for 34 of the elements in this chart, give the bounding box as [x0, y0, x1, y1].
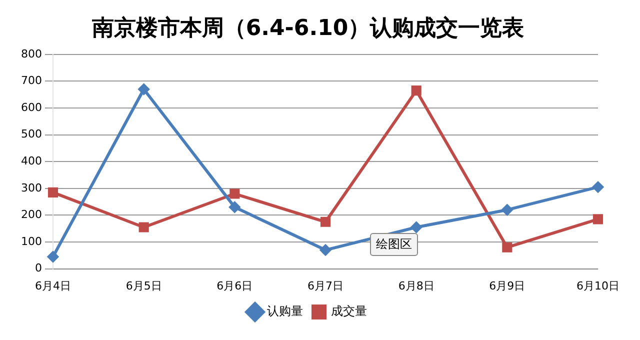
x-tick-label: 6月10日: [576, 279, 620, 292]
point: [410, 222, 422, 233]
x-tick-label: 6月5日: [126, 279, 162, 292]
x-tick-label: 6月7日: [308, 279, 344, 292]
point: [230, 188, 240, 199]
point: [229, 202, 240, 213]
y-tick-label: 500: [20, 128, 42, 141]
y-tick-label: 300: [20, 181, 42, 194]
point: [47, 251, 58, 262]
legend-label: 成交量: [331, 304, 367, 318]
y-tick-label: 600: [20, 100, 42, 114]
x-tick-label: 6月4日: [34, 279, 71, 292]
x-tick-label: 6月8日: [398, 279, 434, 292]
point: [320, 244, 331, 256]
point: [592, 182, 604, 193]
y-tick-label: 200: [20, 208, 42, 222]
point: [320, 216, 331, 227]
point: [502, 204, 513, 216]
point: [411, 86, 422, 96]
y-tick-label: 100: [20, 234, 42, 248]
y-tick-label: 800: [20, 47, 42, 60]
point: [502, 242, 512, 252]
point: [592, 214, 604, 224]
point: [138, 222, 149, 232]
chart-title: 南京楼市本周（6.4-6.10）认购成交一览表: [90, 14, 524, 41]
point: [138, 84, 150, 95]
x-tick-label: 6月6日: [216, 279, 253, 292]
y-tick-label: 400: [20, 154, 42, 168]
annotation: 绘图区: [370, 233, 418, 256]
y-tick-label: 700: [20, 74, 42, 88]
y-tick-label: 0: [34, 262, 42, 275]
legend-label: 认购量: [267, 304, 303, 318]
point: [48, 187, 58, 198]
x-tick-label: 6月9日: [489, 279, 526, 292]
